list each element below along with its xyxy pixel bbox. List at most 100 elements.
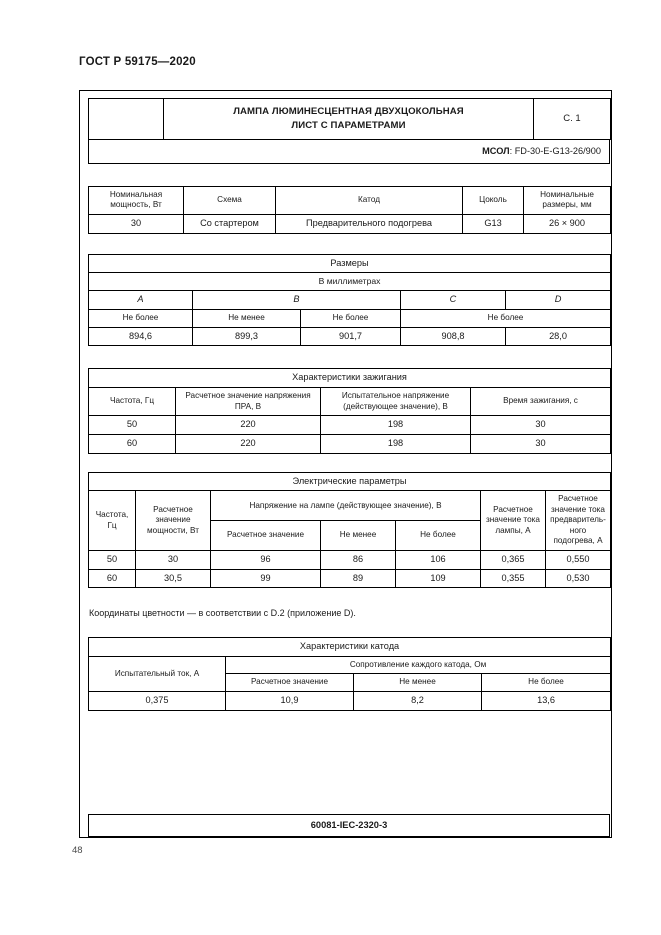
- header-resistance-max: Не более: [480, 673, 612, 692]
- dimensions-units: В миллиметрах: [87, 272, 612, 292]
- value-cap: G13: [462, 213, 524, 234]
- header-voltage-group: Напряжение на лампе (действующее значени…: [210, 490, 481, 522]
- header-test-current: Испытательный ток, А: [88, 655, 226, 692]
- value-dim-d: 28,0: [504, 326, 612, 347]
- cell-voltage-min: 89: [320, 568, 396, 589]
- limit-a: Не более: [88, 309, 193, 328]
- table-title-row: Электрические параметры: [87, 471, 612, 492]
- header-nominal-dimensions: Номинальные размеры, мм: [523, 185, 611, 215]
- table-subheader-row: Не более Не менее Не более Не более: [88, 309, 612, 328]
- header-power: Расчетное значение мощности, Вт: [135, 490, 211, 551]
- footer-code-bar: 60081-IEC-2320-3: [88, 814, 610, 837]
- standard-header: ГОСТ Р 59175—2020: [79, 56, 196, 68]
- header-dim-d: D: [504, 290, 612, 311]
- masthead-title-line1: ЛАМПА ЛЮМИНЕСЦЕНТНАЯ ДВУХЦОКОЛЬНАЯ: [233, 106, 464, 117]
- cell-lamp-current: 0,365: [480, 549, 546, 570]
- header-resistance-calc: Расчетное значение: [225, 673, 354, 692]
- header-nominal-power: Номинальная мощность, Вт: [88, 185, 184, 215]
- electrical-parameters-table: Электрические параметры Частота, Гц Расч…: [87, 471, 612, 589]
- table-row: 60 30,5 99 89 109 0,355 0,530: [88, 568, 612, 589]
- table-title-row: Размеры: [87, 253, 612, 274]
- header-ignition-time: Время зажигания, с: [469, 387, 612, 417]
- cell-power: 30,5: [135, 568, 211, 589]
- mcol-label: МСОЛ: [482, 145, 510, 156]
- cell-ballast-voltage: 220: [175, 415, 321, 435]
- value-circuit: Со стартером: [183, 213, 276, 234]
- cell-preheat-current: 0,550: [544, 549, 612, 570]
- header-lamp-current: Расчетное значение тока лампы, А: [480, 490, 546, 551]
- table-header-row: Частота, Гц Расчетное значение напряжени…: [88, 387, 612, 417]
- header-test-voltage: Испытательное напряжение (действующее зн…: [320, 387, 471, 417]
- cell-test-voltage: 198: [320, 433, 471, 454]
- limit-cd: Не более: [399, 309, 612, 328]
- header-preheat-current: Расчетное значение тока предваритель­ног…: [544, 490, 612, 551]
- value-dim-c: 908,8: [400, 326, 506, 347]
- ignition-characteristics-table: Характеристики зажигания Частота, Гц Рас…: [87, 368, 612, 454]
- header-cap: Цоколь: [462, 185, 524, 215]
- cell-lamp-current: 0,355: [480, 568, 546, 589]
- header-voltage-calc: Расчетное значение: [210, 520, 321, 551]
- masthead-title-line2: ЛИСТ С ПАРАМЕТРАМИ: [291, 119, 406, 131]
- table-header-row: Частота, Гц Расчетное значение мощности,…: [88, 490, 612, 551]
- value-nominal-dimensions: 26 × 900: [523, 213, 611, 234]
- masthead-page-label: С. 1: [533, 98, 611, 140]
- header-dim-a: A: [88, 290, 193, 311]
- value-dim-b-min: 899,3: [192, 326, 301, 347]
- limit-b-max: Не более: [300, 309, 401, 328]
- chromaticity-note: Координаты цветности — в соответствии с …: [89, 608, 356, 619]
- cell-frequency: 50: [88, 415, 176, 435]
- dimensions-table: Размеры В миллиметрах A B C D Не более Н…: [87, 253, 612, 347]
- masthead-blank-cell: [88, 98, 164, 140]
- header-frequency: Частота, Гц: [88, 490, 136, 551]
- header-resistance-group: Сопротивление каждого катода, Ом: [224, 655, 612, 675]
- table-subheader-row: Расчетное значение Не менее Не более: [89, 520, 611, 551]
- masthead-row: ЛАМПА ЛЮМИНЕСЦЕНТНАЯ ДВУХЦОКОЛЬНАЯ ЛИСТ …: [88, 98, 611, 140]
- value-resistance-min: 8,2: [353, 690, 482, 711]
- header-cathode: Катод: [275, 185, 463, 215]
- table-header-row: A B C D: [88, 290, 612, 311]
- cell-test-voltage: 198: [320, 415, 471, 435]
- table-title-row: Характеристики зажигания: [87, 368, 612, 389]
- header-resistance-min: Не менее: [353, 673, 482, 692]
- cell-frequency: 60: [88, 433, 176, 454]
- spacer: [88, 164, 610, 186]
- spacer: [88, 234, 610, 254]
- cell-ballast-voltage: 220: [175, 433, 321, 454]
- header-circuit: Схема: [183, 185, 276, 215]
- value-cathode: Предварительного подогрева: [275, 213, 463, 234]
- cell-power: 30: [135, 549, 211, 570]
- cell-voltage-max: 109: [395, 568, 481, 589]
- table-row: 30 Со стартером Предварительного подогре…: [88, 213, 611, 234]
- limit-b-min: Не менее: [192, 309, 301, 328]
- table-header-row: Номинальная мощность, Вт Схема Катод Цок…: [88, 185, 611, 215]
- cell-frequency: 60: [88, 568, 136, 589]
- dimensions-title: Размеры: [87, 253, 612, 274]
- cell-voltage-calc: 99: [210, 568, 321, 589]
- cell-frequency: 50: [88, 549, 136, 570]
- parameter-sheet-frame: ЛАМПА ЛЮМИНЕСЦЕНТНАЯ ДВУХЦОКОЛЬНАЯ ЛИСТ …: [79, 90, 612, 838]
- value-nominal-power: 30: [88, 213, 184, 234]
- masthead-table: ЛАМПА ЛЮМИНЕСЦЕНТНАЯ ДВУХЦОКОЛЬНАЯ ЛИСТ …: [88, 98, 611, 140]
- general-parameters-table: Номинальная мощность, Вт Схема Катод Цок…: [88, 185, 611, 234]
- electrical-title: Электрические параметры: [87, 471, 612, 492]
- value-test-current: 0,375: [88, 690, 226, 711]
- spacer: [88, 454, 610, 472]
- value-dim-a: 894,6: [88, 326, 193, 347]
- header-frequency: Частота, Гц: [88, 387, 176, 417]
- value-dim-b-max: 901,7: [300, 326, 401, 347]
- header-ballast-voltage: Расчетное значение напряжения ПРА, В: [175, 387, 321, 417]
- cathode-title: Характеристики катода: [87, 637, 612, 657]
- cell-ignition-time: 30: [469, 415, 612, 435]
- table-row: 50 220 198 30: [88, 415, 612, 435]
- mcol-designation-row: МСОЛ: FD-30-E-G13-26/900: [88, 139, 610, 164]
- table-row: 0,375 10,9 8,2 13,6: [88, 690, 612, 711]
- header-dim-c: C: [400, 290, 506, 311]
- table-header-row: Испытательный ток, А Сопротивление каждо…: [88, 655, 612, 692]
- cell-preheat-current: 0,530: [544, 568, 612, 589]
- ignition-title: Характеристики зажигания: [87, 368, 612, 389]
- header-voltage-max: Не более: [395, 520, 481, 551]
- units-row: В миллиметрах: [87, 272, 612, 292]
- cathode-characteristics-table: Характеристики катода Испытательный ток,…: [87, 637, 612, 711]
- cell-voltage-min: 86: [320, 549, 396, 570]
- frame-content: ЛАМПА ЛЮМИНЕСЦЕНТНАЯ ДВУХЦОКОЛЬНАЯ ЛИСТ …: [87, 91, 612, 711]
